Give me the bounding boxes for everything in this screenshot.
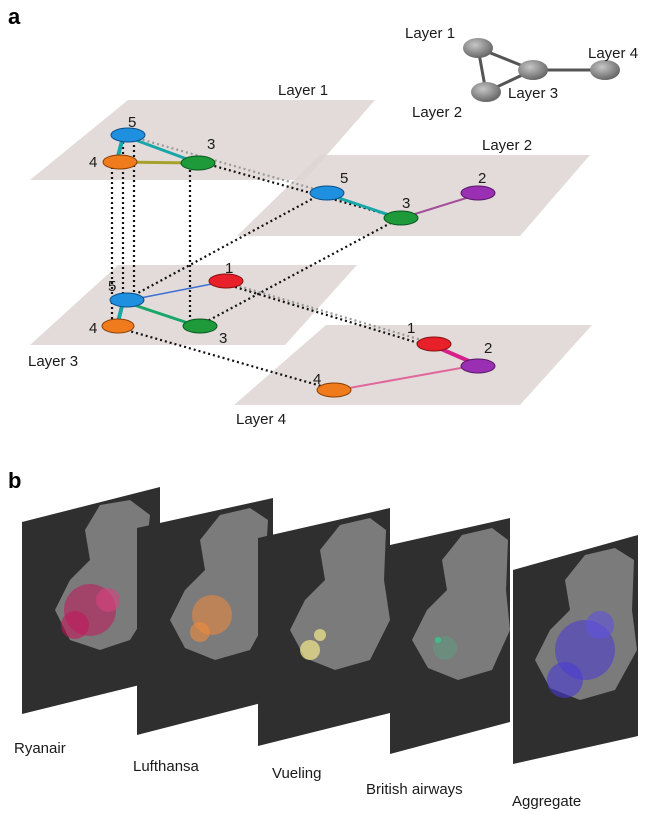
node-l2-3[interactable] <box>383 210 419 226</box>
node-label-l2-2: 2 <box>478 170 486 187</box>
node-label-l2-5: 5 <box>340 170 348 187</box>
panel-b-letter: b <box>8 468 21 493</box>
inset-label-layer-3: Layer 3 <box>508 85 558 102</box>
inset-node-layer-1 <box>463 38 493 58</box>
node-l4-2[interactable] <box>460 358 496 374</box>
inset-label-layer-4: Layer 4 <box>588 45 638 62</box>
map-ryanair[interactable] <box>22 487 160 714</box>
layer-1-label: Layer 1 <box>278 82 328 99</box>
edge-l1-5-3 <box>128 136 197 164</box>
layer-4-label: Layer 4 <box>236 411 286 428</box>
map-british-airways[interactable] <box>390 518 510 754</box>
layer-2-nodes <box>309 185 496 226</box>
layer-2-label: Layer 2 <box>482 137 532 154</box>
interlayer-link <box>224 280 436 346</box>
interlayer-link <box>234 285 426 347</box>
node-label-l3-5: 5 <box>108 278 116 295</box>
inset-node-layer-4 <box>590 60 620 80</box>
interlayer-link <box>132 135 326 194</box>
map-label-aggregate: Aggregate <box>512 793 581 810</box>
map-british-airways-hub <box>435 637 441 643</box>
node-l1-3[interactable] <box>180 155 216 171</box>
node-label-l4-2: 2 <box>484 340 492 357</box>
map-aggregate[interactable] <box>513 535 638 764</box>
node-label-l2-3: 3 <box>402 195 410 212</box>
node-l2-5[interactable] <box>309 185 345 201</box>
node-label-l3-1: 1 <box>225 260 233 277</box>
node-labels: 5 4 3 5 3 2 5 1 4 3 1 2 4 <box>89 114 492 388</box>
map-label-lufthansa: Lufthansa <box>133 758 200 775</box>
layer-4-nodes <box>316 336 496 398</box>
map-lufthansa[interactable] <box>137 498 273 735</box>
node-label-l4-1: 1 <box>407 320 415 337</box>
node-label-l3-4: 4 <box>89 320 97 337</box>
map-label-british-airways: British airways <box>366 781 463 798</box>
map-vueling[interactable] <box>258 508 390 746</box>
node-l1-5[interactable] <box>110 127 146 143</box>
map-label-ryanair: Ryanair <box>14 740 66 757</box>
map-label-vueling: Vueling <box>272 765 321 782</box>
node-l4-4[interactable] <box>316 382 352 398</box>
edge-l4-2-4 <box>337 365 473 391</box>
inset-label-layer-2: Layer 2 <box>412 104 462 121</box>
node-label-l1-3: 3 <box>207 136 215 153</box>
node-l2-2[interactable] <box>460 185 496 201</box>
node-label-l3-3: 3 <box>219 330 227 347</box>
layer-1-nodes <box>102 127 216 171</box>
interlayer-link <box>111 324 336 392</box>
node-l4-1[interactable] <box>416 336 452 352</box>
node-l1-4[interactable] <box>102 154 138 170</box>
layer-3-plane <box>30 265 357 345</box>
inset-node-layer-3 <box>518 60 548 80</box>
layer-network-inset: Layer 1 Layer 2 Layer 3 Layer 4 <box>405 25 638 121</box>
node-label-l1-5: 5 <box>128 114 136 131</box>
node-l3-3[interactable] <box>182 318 218 334</box>
panel-a-letter: a <box>8 4 21 29</box>
node-label-l1-4: 4 <box>89 154 97 171</box>
map-vueling-cluster <box>300 640 320 660</box>
node-l3-5[interactable] <box>109 292 145 308</box>
inset-node-layer-2 <box>471 82 501 102</box>
layer-3-label: Layer 3 <box>28 353 78 370</box>
layer-2-plane <box>237 155 590 236</box>
edge-l3-5-1 <box>129 281 223 301</box>
map-sheets <box>22 487 638 764</box>
node-l3-1[interactable] <box>208 273 244 289</box>
node-l3-4[interactable] <box>101 318 135 334</box>
layer-3-nodes <box>101 273 244 334</box>
inset-label-layer-1: Layer 1 <box>405 25 455 42</box>
node-label-l4-4: 4 <box>313 371 321 388</box>
